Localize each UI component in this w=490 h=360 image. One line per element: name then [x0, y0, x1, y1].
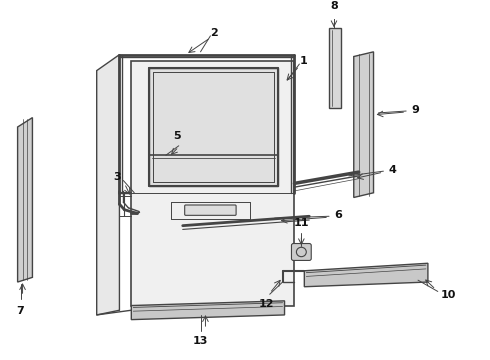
- Polygon shape: [131, 61, 294, 306]
- Text: 13: 13: [193, 336, 208, 346]
- Polygon shape: [131, 301, 285, 320]
- FancyBboxPatch shape: [185, 205, 236, 215]
- Polygon shape: [97, 55, 120, 315]
- Text: 3: 3: [114, 172, 122, 182]
- Polygon shape: [329, 28, 341, 108]
- Text: 2: 2: [211, 28, 218, 38]
- Text: 9: 9: [411, 105, 419, 115]
- Text: 5: 5: [173, 131, 181, 141]
- Text: 10: 10: [441, 290, 456, 300]
- Polygon shape: [354, 52, 373, 198]
- FancyBboxPatch shape: [292, 243, 311, 260]
- Text: 12: 12: [259, 299, 274, 309]
- Text: 4: 4: [389, 165, 396, 175]
- Polygon shape: [304, 263, 428, 287]
- Text: 8: 8: [330, 1, 338, 12]
- Polygon shape: [149, 68, 278, 186]
- Text: 11: 11: [294, 217, 309, 228]
- Text: 1: 1: [299, 56, 307, 66]
- Polygon shape: [18, 118, 32, 282]
- Text: 6: 6: [334, 210, 342, 220]
- Text: 7: 7: [17, 306, 24, 315]
